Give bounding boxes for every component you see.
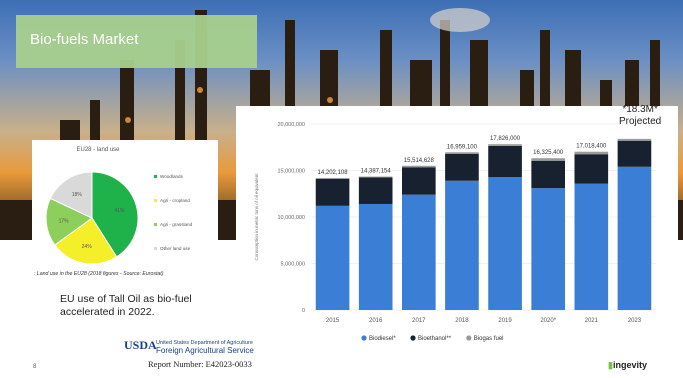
pie-value-label: 17% [59, 219, 70, 225]
bar-bioethanol [617, 140, 652, 167]
usda-logo-block: USDA United States Department of Agricul… [124, 338, 254, 369]
bar-bioethanol [401, 167, 436, 195]
bar-biogasfuel [488, 144, 522, 146]
pie-slice [45, 197, 93, 246]
pie-value-label: 41% [114, 208, 125, 214]
bar-biogasfuel [445, 152, 479, 154]
y-tick-label: 0 [302, 308, 305, 314]
pie-value-label: 18% [72, 192, 83, 198]
pie-title: EU28 - land use [76, 147, 120, 153]
pie-legend-label: Agri - grassland [160, 222, 193, 227]
bar-bioethanol [488, 145, 522, 178]
bar-biodiesel [488, 177, 522, 310]
projected-word: Projected [619, 116, 662, 127]
legend-marker [410, 335, 416, 341]
ingevity-logo: ▮ingevity [608, 360, 647, 371]
y-tick-label: 20,000,000 [277, 122, 305, 128]
pie-slice [54, 217, 118, 265]
bar-bioethanol [574, 154, 609, 184]
bar-biodiesel [574, 183, 609, 310]
legend-label: Biodiesel* [369, 336, 396, 342]
usda-line2: Foreign Agricultural Service [156, 346, 254, 355]
total-label: 17,018,400 [576, 144, 607, 150]
usda-line1: United States Department of Agriculture [156, 340, 253, 346]
projected-label: *18.3M* Projected [619, 104, 661, 128]
x-tick-label: 2018 [455, 318, 469, 324]
y-axis-label: Consumption in metric tons of oil equiva… [254, 173, 259, 261]
legend-label: Bioethanol** [418, 336, 452, 342]
pie-legend-label: Agri - cropland [160, 198, 190, 203]
ingevity-mark-icon: ▮ [608, 360, 613, 370]
bar-bioethanol [531, 160, 566, 189]
pie-chart: EU28 - land use 41% 24% 17% 18% Woodlands Agri… [34, 147, 193, 277]
bar-chart-panel: 0 5,000,000 10,000,000 15,000,000 20,000,000… [236, 106, 678, 360]
bar-biogasfuel [315, 177, 350, 179]
usda-block: USDA United States Department of Agricul… [120, 336, 310, 372]
pie-legend-marker [154, 175, 157, 178]
y-tick-label: 10,000,000 [277, 215, 305, 221]
slide-number: 8 [33, 364, 37, 370]
report-number: Report Number: E42023-0033 [148, 359, 252, 369]
bar-biodiesel [358, 203, 393, 310]
y-tick-label: 15,000,000 [277, 169, 305, 175]
y-tick-label: 5,000,000 [281, 262, 305, 268]
bar-chart: 0 5,000,000 10,000,000 15,000,000 20,000,000… [254, 122, 656, 342]
ingevity-wordmark: ingevity [612, 360, 647, 370]
pie-legend-marker [154, 247, 157, 250]
bar-biodiesel [315, 205, 350, 310]
x-tick-label: 2020* [540, 318, 556, 324]
pie-legend-marker [154, 199, 157, 202]
bar-biodiesel [401, 194, 436, 310]
pie-legend-marker [154, 223, 157, 226]
projected-value: *18.3M* [622, 104, 658, 115]
total-label: 15,514,628 [404, 158, 435, 164]
total-label: 16,959,100 [447, 144, 478, 150]
legend-label: Biogas fuel [474, 336, 504, 342]
x-tick-label: 2015 [326, 318, 340, 324]
bar-biodiesel [531, 188, 566, 310]
bar-bioethanol [315, 178, 350, 206]
x-tick-label: 2016 [369, 318, 383, 324]
total-label: 17,826,000 [490, 136, 521, 142]
x-tick-label: 2021 [585, 318, 599, 324]
total-label: 14,202,108 [318, 170, 349, 176]
bar-biodiesel [617, 166, 652, 310]
bar-biogasfuel [401, 165, 436, 168]
pie-slice [49, 171, 93, 219]
usda-logo: USDA [124, 338, 157, 352]
total-label: 16,325,400 [533, 150, 564, 156]
title-box [16, 15, 257, 68]
legend-marker [361, 335, 367, 341]
bar-bioethanol [445, 153, 479, 181]
bar-biogasfuel [358, 176, 393, 178]
bar-bioethanol [358, 177, 393, 204]
pie-value-label: 24% [82, 244, 93, 250]
bar-biodiesel [445, 180, 479, 310]
pie-legend-label: Other land use [160, 246, 191, 251]
total-label: 14,387,154 [361, 169, 392, 175]
x-tick-label: 2019 [498, 318, 512, 324]
x-tick-label: 2017 [412, 318, 426, 324]
x-tick-label: 2023 [628, 318, 642, 324]
pie-chart-panel: EU28 - land use 41% 24% 17% 18% Woodlands Agri… [32, 140, 218, 312]
bar-biogasfuel [531, 158, 566, 161]
pie-legend-label: Woodlands [160, 174, 184, 179]
pie-source-note: : Land use in the EU28 (2018 figures - S… [34, 271, 164, 277]
caption: EU use of Tall Oil as bio-fuel accelerat… [60, 293, 192, 318]
bar-biogasfuel [617, 138, 652, 141]
legend-marker [466, 335, 472, 341]
slide-title: Bio-fuels Market [30, 31, 139, 48]
bar-biogasfuel [574, 151, 609, 155]
